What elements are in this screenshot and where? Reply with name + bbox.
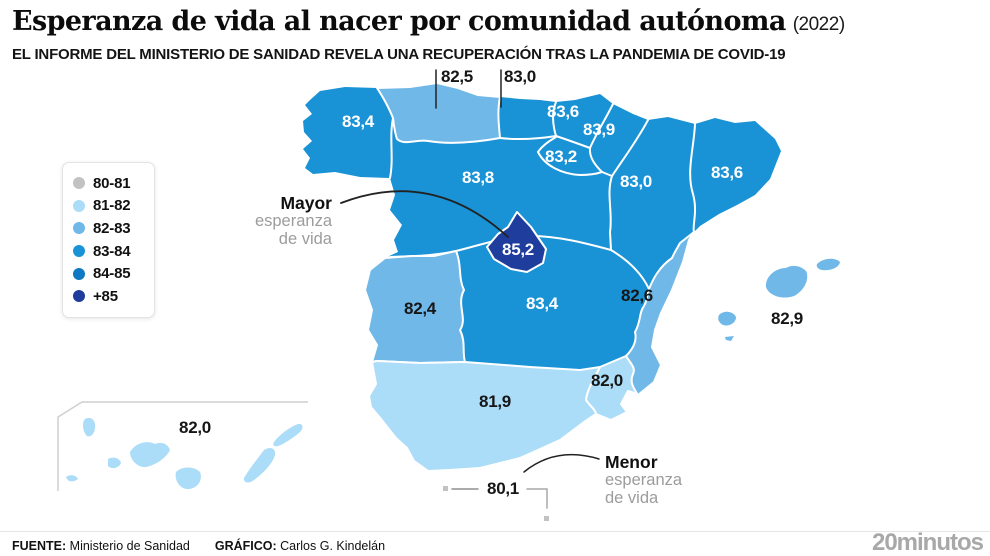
value-label-cataluna: 83,6 [711, 163, 743, 182]
border-navarra-aragon [611, 119, 649, 177]
island-el-hierro [66, 475, 78, 482]
value-label-extremadura: 82,4 [404, 299, 436, 318]
annotation-menor-line1: esperanza [605, 470, 683, 489]
island-mallorca [765, 265, 808, 298]
value-label-madrid: 85,2 [502, 240, 534, 259]
island-la-gomera [108, 457, 121, 469]
island-lanzarote [273, 423, 303, 447]
island-gran-canaria [175, 467, 201, 490]
source-label: FUENTE: [12, 539, 67, 553]
border-galicia-castillaleon [389, 117, 394, 179]
border-castillaleon-aragon [608, 175, 613, 251]
title-text: Esperanza de vida al nacer por comunidad… [12, 6, 786, 37]
value-label-asturias: 82,5 [441, 67, 473, 86]
legend-label: 83-84 [93, 242, 131, 260]
legend-row: 83-84 [73, 240, 144, 263]
island-menorca [816, 258, 840, 271]
value-label-la-rioja: 83,2 [545, 147, 577, 166]
value-label-ceuta-melilla: 80,1 [487, 479, 519, 498]
annotation-mayor: Mayor esperanza de vida [230, 194, 332, 249]
legend-row: 82-83 [73, 217, 144, 240]
value-label-cantabria: 83,0 [504, 67, 536, 86]
value-label-canarias: 82,0 [179, 418, 211, 437]
legend-label: 82-83 [93, 219, 131, 237]
region-canarias [66, 417, 303, 490]
legend-row: 80-81 [73, 172, 144, 195]
title-year: (2022) [792, 14, 845, 35]
region-baleares [718, 258, 840, 341]
border-aragon-cataluna [689, 123, 696, 233]
credit-label: GRÁFICO: [214, 539, 277, 553]
value-label-galicia: 83,4 [342, 112, 374, 131]
border-cantabria-south [499, 135, 557, 141]
legend-row: 84-85 [73, 262, 144, 285]
border-paisvasco-navarra [589, 103, 614, 149]
legend-swatch-83-84 [73, 245, 85, 258]
value-label-castilla-y-leon: 83,8 [462, 168, 494, 187]
legend-row: 81-82 [73, 195, 144, 218]
island-formentera [725, 336, 734, 341]
island-fuerteventura [243, 447, 276, 483]
value-label-andalucia: 81,9 [479, 392, 511, 411]
annotation-mayor-title: Mayor [280, 193, 332, 213]
island-tenerife [130, 442, 170, 468]
annotation-menor: Menor esperanza de vida [605, 453, 682, 508]
legend-swatch-81-82 [73, 199, 85, 212]
callout-lines [340, 69, 600, 509]
legend-label: 81-82 [93, 197, 131, 215]
region-melilla [544, 516, 549, 521]
legend-label: 80-81 [93, 174, 131, 192]
value-label-baleares: 82,9 [771, 309, 803, 328]
legend-swatch-82-83 [73, 222, 85, 235]
legend-label: 84-85 [93, 265, 131, 283]
region-ceuta [443, 486, 448, 491]
value-label-aragon: 83,0 [620, 172, 652, 191]
legend-label: +85 [93, 287, 118, 305]
island-la-palma [83, 417, 96, 437]
border-cantabria-east [552, 101, 557, 137]
border-paisvasco-south [555, 135, 591, 149]
annotation-mayor-line2: de vida [278, 229, 332, 248]
mayor-callout-curve [340, 190, 509, 238]
value-label-murcia: 82,0 [591, 371, 623, 390]
border-aragon-castillalamancha [610, 249, 650, 290]
footer: FUENTE: Ministerio de Sanidad GRÁFICO: C… [0, 529, 990, 556]
credit-value: Carlos G. Kindelán [280, 539, 386, 553]
value-label-navarra: 83,9 [583, 120, 615, 139]
annotation-mayor-line1: esperanza [254, 211, 332, 230]
region-comunidad-valenciana [625, 231, 695, 396]
island-ibiza [718, 311, 736, 326]
footer-credits: FUENTE: Ministerio de Sanidad GRÁFICO: C… [12, 539, 385, 553]
menor-callout-curve [523, 453, 600, 473]
region-asturias [376, 82, 501, 144]
legend-swatch-84-85 [73, 267, 85, 280]
value-label-comunidad-valenciana: 82,6 [621, 286, 653, 305]
value-label-castilla-la-mancha: 83,4 [526, 294, 558, 313]
source-value: Ministerio de Sanidad [69, 539, 190, 553]
value-label-pais-vasco: 83,6 [547, 102, 579, 121]
page-subtitle: EL INFORME DEL MINISTERIO DE SANIDAD REV… [12, 46, 786, 63]
annotation-menor-title: Menor [605, 452, 658, 472]
legend-row: +85 [73, 285, 144, 308]
legend: 80-81 81-82 82-83 83-84 84-85 +85 [62, 162, 155, 318]
legend-swatch-85plus [73, 290, 85, 303]
canarias-inset-frame [57, 401, 308, 491]
annotation-menor-line2: de vida [605, 488, 659, 507]
brand-logo-20minutos: 20minutos [871, 529, 984, 556]
border-rioja-west [537, 136, 557, 153]
page-title: Esperanza de vida al nacer por comunidad… [12, 6, 845, 37]
legend-swatch-80-81 [73, 177, 85, 190]
melilla-callout-line [526, 488, 548, 509]
border-rioja-south [537, 151, 603, 176]
